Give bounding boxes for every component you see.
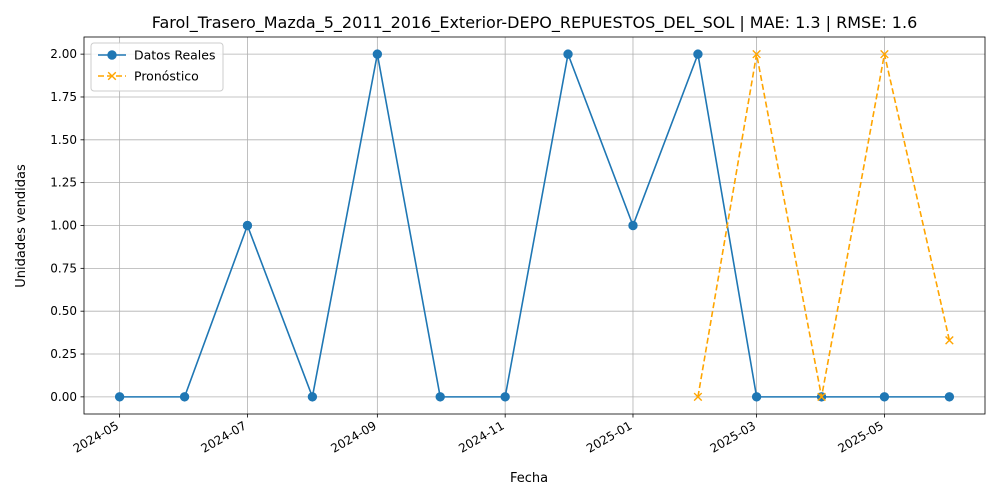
- series-actual-point: [500, 392, 510, 402]
- x-axis-label: Fecha: [510, 471, 548, 486]
- legend-label-actual: Datos Reales: [134, 48, 215, 63]
- y-tick-label: 1.50: [50, 133, 77, 147]
- series-forecast-point: [693, 392, 703, 402]
- series-actual-point: [435, 392, 445, 402]
- legend-item-actual: Datos Reales: [98, 48, 215, 63]
- legend: Datos Reales Pronóstico: [90, 42, 224, 92]
- chart-title: Farol_Trasero_Mazda_5_2011_2016_Exterior…: [152, 13, 918, 33]
- series-forecast: [693, 49, 954, 402]
- y-tick-label: 0.75: [50, 261, 77, 275]
- series-actual: [114, 49, 955, 402]
- series-actual-point: [628, 220, 638, 231]
- y-tick-label: 0.25: [50, 347, 77, 361]
- legend-marker-actual: [107, 50, 117, 60]
- series-actual-point: [751, 392, 762, 402]
- series-forecast-point-stroke: [880, 49, 889, 59]
- series-actual-point: [879, 392, 890, 402]
- series-forecast-point-stroke: [752, 49, 761, 59]
- series-layer: [114, 49, 955, 402]
- series-actual-point: [114, 392, 125, 402]
- series-forecast-point-stroke: [693, 392, 703, 402]
- y-axis: 0.00 0.25 0.50 0.75 1.00 1.25 1.50 1.75 2.00: [50, 47, 84, 404]
- y-tick-label: 1.00: [50, 219, 77, 233]
- series-actual-point: [242, 220, 253, 231]
- y-tick-label: 0.50: [50, 304, 77, 318]
- series-forecast-point: [945, 336, 954, 345]
- legend-item-forecast: Pronóstico: [98, 69, 199, 84]
- y-tick-label: 0.00: [50, 390, 77, 404]
- series-forecast-point-stroke: [945, 336, 954, 345]
- legend-marker-forecast-stroke: [107, 71, 117, 81]
- y-tick-label: 1.75: [50, 90, 77, 104]
- y-tick-label: 2.00: [50, 47, 77, 61]
- series-actual-point: [179, 392, 190, 402]
- series-forecast-point: [880, 49, 889, 59]
- series-actual-point: [693, 49, 703, 59]
- series-actual-point: [372, 49, 383, 59]
- legend-label-forecast: Pronóstico: [134, 69, 199, 84]
- series-forecast-point: [817, 392, 826, 402]
- series-actual-point: [563, 49, 573, 59]
- series-actual-point: [307, 392, 318, 402]
- series-forecast-point: [752, 49, 761, 59]
- y-tick-label: 1.25: [50, 176, 77, 190]
- y-axis-label: Unidades vendidas: [14, 164, 29, 288]
- series-actual-line: [119, 53, 950, 398]
- legend-marker-forecast: [107, 71, 117, 81]
- series-forecast-point-stroke: [817, 392, 826, 402]
- series-actual-point: [944, 392, 955, 402]
